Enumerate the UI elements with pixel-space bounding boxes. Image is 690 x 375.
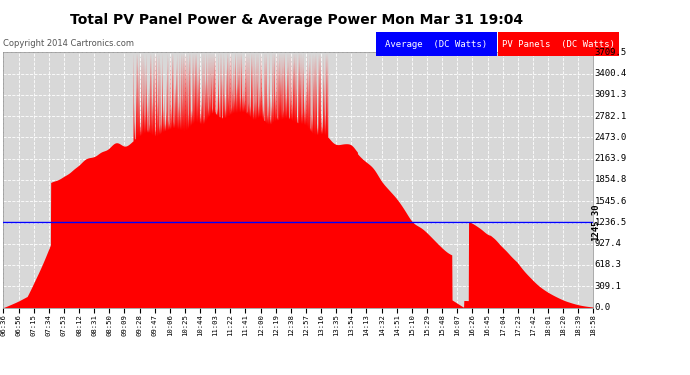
Text: 1545.6: 1545.6 [595, 197, 627, 206]
Text: PV Panels  (DC Watts): PV Panels (DC Watts) [502, 40, 615, 49]
Text: 1245.30: 1245.30 [0, 203, 3, 241]
Text: 2473.0: 2473.0 [595, 133, 627, 142]
Text: 309.1: 309.1 [595, 282, 622, 291]
Text: 2163.9: 2163.9 [595, 154, 627, 163]
Text: 1236.5: 1236.5 [595, 218, 627, 227]
Text: 1245.30: 1245.30 [591, 203, 600, 241]
Text: Total PV Panel Power & Average Power Mon Mar 31 19:04: Total PV Panel Power & Average Power Mon… [70, 13, 523, 27]
Text: 618.3: 618.3 [595, 261, 622, 270]
Text: 1854.8: 1854.8 [595, 176, 627, 184]
Text: 3400.4: 3400.4 [595, 69, 627, 78]
Text: 0.0: 0.0 [595, 303, 611, 312]
Text: Copyright 2014 Cartronics.com: Copyright 2014 Cartronics.com [3, 39, 135, 48]
Text: 3709.5: 3709.5 [595, 48, 627, 57]
Text: Average  (DC Watts): Average (DC Watts) [385, 40, 488, 49]
Text: 2782.1: 2782.1 [595, 112, 627, 121]
Text: 3091.3: 3091.3 [595, 90, 627, 99]
Text: 927.4: 927.4 [595, 239, 622, 248]
